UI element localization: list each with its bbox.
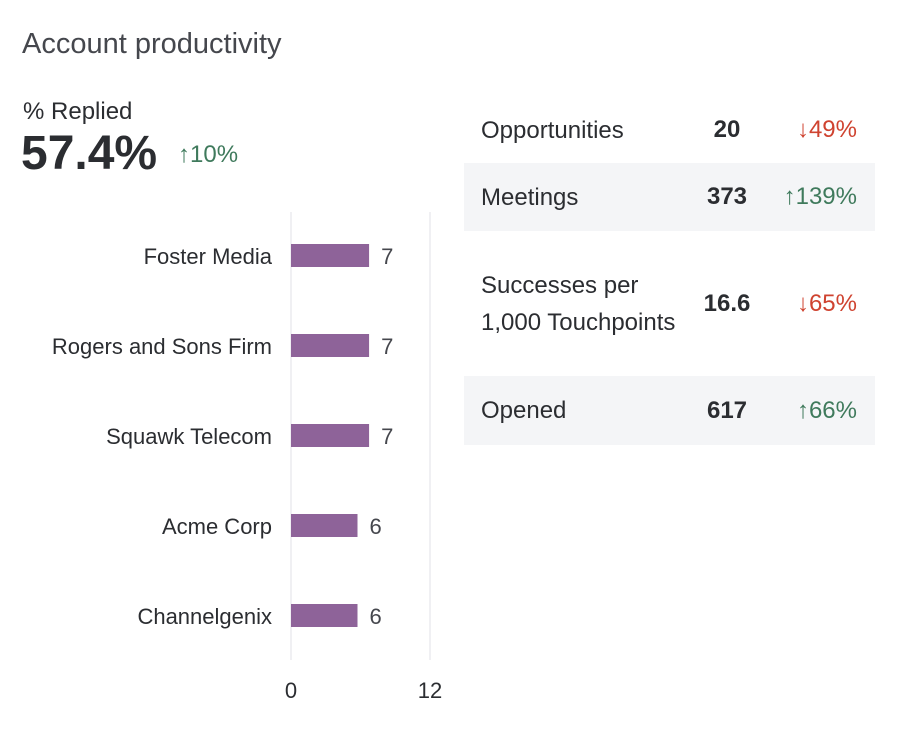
metric-value: 16.6 (703, 289, 751, 317)
metric-delta: ↑139% (783, 183, 857, 210)
metric-value: 373 (706, 183, 748, 210)
metric-delta: ↓65% (796, 289, 857, 317)
kpi-value: 57.4% (21, 127, 158, 180)
kpi-delta: ↑10% (178, 141, 239, 168)
bar (291, 514, 358, 537)
metric-label: Meetings (481, 183, 579, 211)
data-label: 7 (381, 424, 393, 449)
metric-value: 20 (713, 116, 741, 143)
kpi-label: % Replied (23, 98, 133, 125)
metric-row: Opportunities 20 ↓49% (464, 97, 875, 163)
category-label: Squawk Telecom (106, 424, 272, 449)
metrics-table: Opportunities 20 ↓49% Meetings 373 ↑139% S… (464, 97, 875, 445)
metric-label: Successes per 1,000 Touchpoints (481, 271, 676, 336)
category-label: Acme Corp (162, 514, 272, 539)
bar-chart: Foster Media 7 Rogers and Sons Firm 7 Squawk… (52, 212, 442, 703)
metric-delta: ↓49% (796, 116, 857, 143)
card-title: Account productivity (22, 28, 282, 60)
metric-label: Opportunities (481, 116, 624, 144)
category-label: Foster Media (144, 244, 273, 269)
data-label: 6 (370, 514, 382, 539)
metric-value: 617 (706, 396, 748, 424)
metric-delta: ↑66% (796, 396, 857, 424)
metric-row: Successes per 1,000 Touchpoints 16.6 ↓65… (464, 231, 875, 376)
data-label: 7 (381, 244, 393, 269)
bar (291, 424, 370, 447)
x-tick-label: 0 (285, 678, 297, 703)
bar (291, 244, 370, 267)
metric-label: Opened (481, 397, 567, 424)
x-tick-label: 12 (418, 678, 442, 703)
category-label: Channelgenix (137, 604, 272, 629)
data-label: 7 (381, 334, 393, 359)
bar (291, 604, 358, 627)
data-label: 6 (370, 604, 382, 629)
metric-row: Opened 617 ↑66% (464, 376, 875, 445)
metric-row: Meetings 373 ↑139% (464, 163, 875, 231)
category-label: Rogers and Sons Firm (52, 334, 272, 359)
bar (291, 334, 370, 357)
